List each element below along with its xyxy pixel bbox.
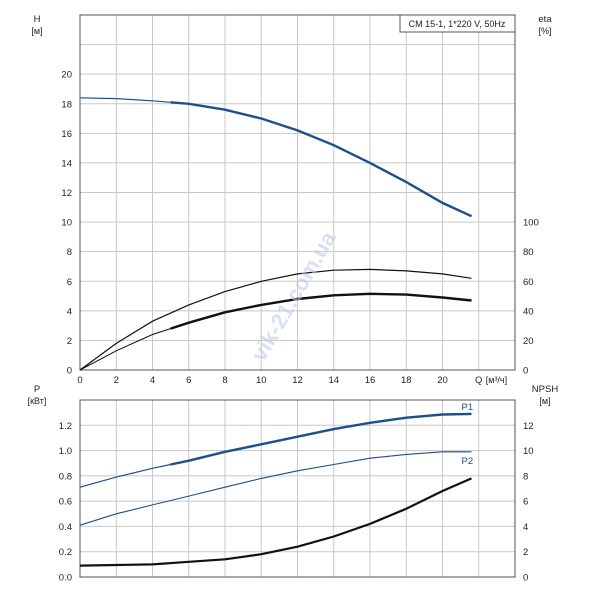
y-left-tick-label: 2: [67, 336, 72, 347]
y-left-tick-label: 0.8: [59, 471, 72, 482]
x-axis-label: Q: [475, 375, 482, 386]
y-right-tick-label: 12: [523, 421, 534, 432]
y-left-tick-label: 0.4: [59, 522, 72, 533]
y-right-tick-label: 10: [523, 446, 534, 457]
head-curve-thin: [79, 97, 472, 217]
y-right-tick-label: 4: [523, 522, 528, 533]
x-tick-label: 14: [328, 375, 339, 386]
y-right-tick-label: 8: [523, 471, 528, 482]
p1-curve: [170, 412, 472, 466]
p2-curve: [79, 451, 472, 526]
x-tick-label: 6: [186, 375, 191, 386]
x-tick-label: 12: [292, 375, 303, 386]
head-curve: [170, 101, 473, 218]
power-panel: 0.0 0.2 0.4 0.6 0.8 1.0 1.2 0 2 4 6 8 10 12 P[кВт] NPSH…: [28, 384, 559, 584]
plot-frame: [79, 14, 516, 371]
y-right-tick-label: 0: [523, 573, 528, 584]
plot-frame: [79, 399, 516, 578]
x-tick-label: 0: [77, 375, 82, 386]
y-right-axis-label: eta: [538, 14, 552, 25]
x-tick-label: 20: [437, 375, 448, 386]
y-left-tick-label: 12: [61, 188, 72, 199]
y-left-tick-label: 4: [67, 306, 72, 317]
x-tick-label: 18: [401, 375, 412, 386]
y-right-tick-label: 40: [523, 306, 534, 317]
y-left-tick-label: 0: [67, 366, 72, 377]
efficiency-curve-2: [170, 292, 472, 330]
y-right-axis-unit: [%]: [538, 26, 551, 36]
y-left-axis-unit: [кВт]: [28, 396, 47, 406]
x-tick-label: 10: [256, 375, 267, 386]
p1-label: P1: [462, 402, 474, 413]
y-left-tick-label: 6: [67, 277, 72, 288]
y-right-tick-label: 100: [523, 218, 539, 229]
npsh-curve: [79, 477, 472, 567]
y-left-tick-label: 20: [61, 70, 72, 81]
p2-label: P2: [462, 456, 474, 467]
y-left-tick-label: 8: [67, 247, 72, 258]
x-tick-label: 2: [114, 375, 119, 386]
y-left-axis-label: H: [34, 14, 41, 25]
head-panel: 0 2 4 6 8 10 12 14 16 18 20 0 20 40 60 80 100 0 2 4 6 8 10 12 14…: [31, 14, 552, 386]
y-left-tick-label: 0.0: [59, 573, 72, 584]
x-tick-label: 4: [150, 375, 155, 386]
y-right-axis-unit: [м]: [539, 396, 550, 406]
y-right-tick-label: 60: [523, 277, 534, 288]
y-right-axis-label: NPSH: [532, 384, 559, 395]
y-left-tick-label: 1.2: [59, 421, 72, 432]
y-left-tick-label: 1.0: [59, 446, 72, 457]
y-left-tick-label: 14: [61, 158, 72, 169]
y-left-tick-label: 0.6: [59, 497, 72, 508]
x-axis-unit: [м³/ч]: [486, 375, 507, 385]
y-left-tick-label: 18: [61, 99, 72, 110]
y-right-tick-label: 2: [523, 547, 528, 558]
y-right-tick-label: 6: [523, 497, 528, 508]
y-right-tick-label: 80: [523, 247, 534, 258]
legend-text: CM 15-1, 1*220 V, 50Hz: [409, 19, 506, 29]
y-left-axis-unit: [м]: [31, 26, 42, 36]
y-right-tick-label: 20: [523, 336, 534, 347]
x-tick-label: 16: [365, 375, 376, 386]
y-left-tick-label: 16: [61, 129, 72, 140]
y-left-tick-label: 10: [61, 218, 72, 229]
y-left-axis-label: P: [34, 384, 40, 395]
y-left-tick-label: 0.2: [59, 547, 72, 558]
y-right-tick-label: 0: [523, 366, 528, 377]
x-tick-label: 8: [222, 375, 227, 386]
legend-box: [399, 14, 516, 33]
efficiency-curve-1: [79, 268, 472, 371]
